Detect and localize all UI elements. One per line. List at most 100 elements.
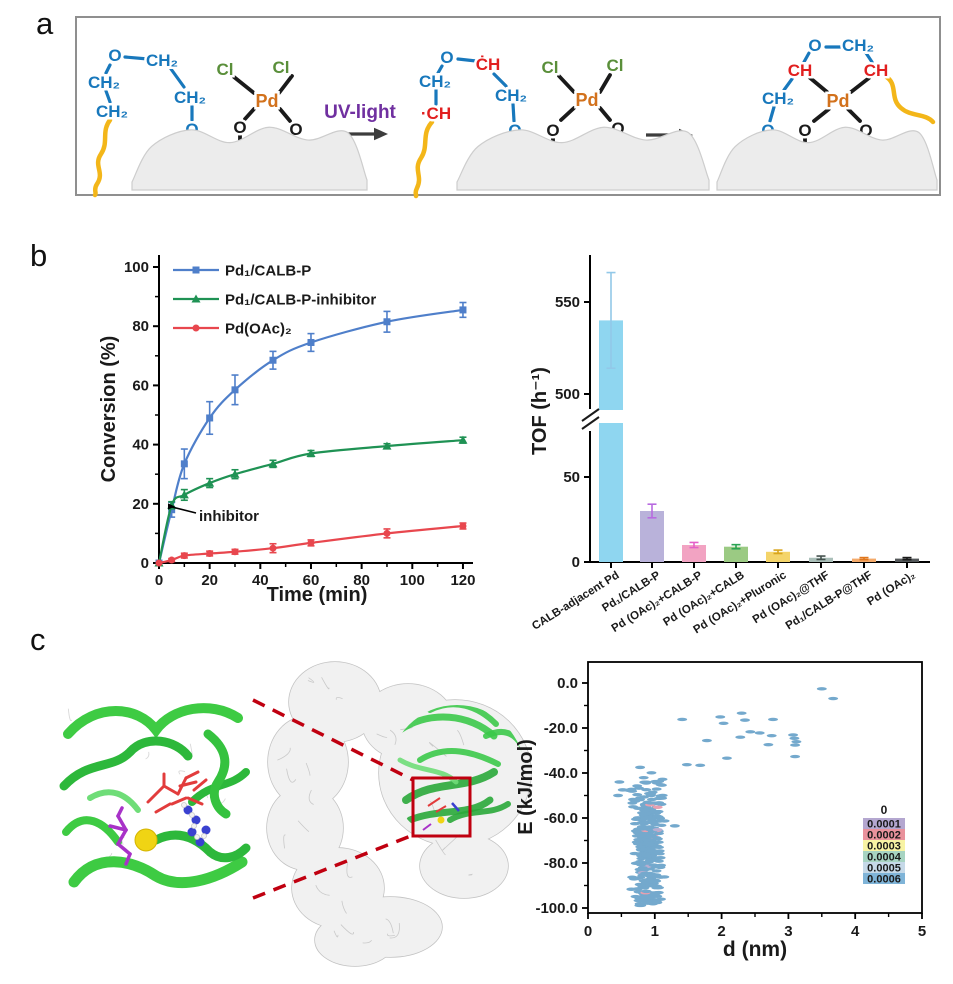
x-tick-label: 1: [651, 923, 659, 940]
bar: [682, 545, 706, 562]
legend-swatch: [863, 873, 905, 884]
bond: [243, 107, 256, 121]
x-tick-label: 4: [851, 923, 860, 940]
atom-label: CH₂: [146, 51, 178, 70]
data-point: [459, 306, 467, 314]
annotation-text: inhibitor: [199, 508, 259, 525]
legend-entry-label: 0.0004: [867, 852, 902, 864]
series-Pd(OAc)₂: [155, 522, 467, 567]
legend-entry-label: 0.0003: [867, 841, 901, 853]
atom-label: ·CH: [421, 104, 451, 123]
atom-label: CH₂: [419, 72, 451, 91]
y-tick-label: 80: [132, 318, 149, 335]
enzyme-surface: [716, 126, 938, 191]
atom-label: CH₂: [762, 89, 794, 108]
legend-swatch: [863, 851, 905, 862]
legend-swatch: [863, 818, 905, 829]
legend-entry-label: 0.0001: [867, 819, 901, 831]
bond: [232, 75, 256, 95]
bar: [766, 551, 790, 562]
bond: [807, 75, 829, 94]
y-tick-label: -100.0: [535, 900, 578, 917]
atom-label: CH₂: [174, 88, 206, 107]
x-tick-label: 0: [155, 572, 163, 589]
x-tick-label: 0: [584, 923, 592, 940]
bond: [104, 63, 112, 75]
data-point: [268, 459, 278, 468]
x-tick-label: 40: [252, 572, 269, 589]
data-point: [306, 448, 316, 457]
bond: [277, 74, 294, 95]
atom-label: Pd: [255, 91, 278, 111]
atom-label: CH: [864, 61, 889, 80]
y-tick-label: 60: [132, 377, 149, 394]
y-tick-label: 50: [563, 469, 580, 486]
bond: [802, 51, 811, 64]
atom-label: CH: [788, 61, 813, 80]
panel-a-label: a: [36, 6, 54, 41]
legend-entry-label: 0.0005: [867, 863, 901, 875]
axes: 0 50 500 550 TOF (h⁻¹): [529, 255, 930, 571]
data-point: [458, 435, 468, 444]
category-label: Pd (OAc)₂: [865, 569, 917, 608]
residue-sticks: [108, 806, 132, 866]
y-axis-title: E (kJ/mol): [515, 739, 537, 835]
enzyme-surface: [456, 126, 710, 191]
legend-title: 0: [881, 803, 888, 817]
zoom-connector-line: [252, 698, 414, 782]
legend-entry-label: 0.0006: [867, 874, 901, 886]
bond: [864, 51, 874, 64]
legend-label: Pd₁/CALB-P-inhibitor: [225, 292, 376, 309]
atom-label: Pd: [826, 91, 849, 111]
bond: [104, 89, 112, 104]
data-point: [231, 386, 239, 394]
bond: [768, 105, 776, 123]
atom-label: O: [546, 121, 559, 140]
x-tick-label: 5: [918, 923, 926, 940]
atom-label: O: [233, 118, 246, 137]
bond: [169, 67, 186, 89]
axes: 0 20 40 60 80 100 120 0 20 40 60 80 100 Time (min) Con…: [98, 255, 475, 606]
data-point: [168, 556, 176, 564]
atom-label: O: [108, 46, 121, 65]
bond: [511, 102, 516, 123]
data-point: [205, 478, 215, 487]
panel-b-label: b: [30, 238, 48, 273]
bond: [812, 107, 831, 123]
bond: [598, 73, 612, 94]
conversion-line-chart: 0 20 40 60 80 100 120 0 20 40 60 80 100 Time (min) Con…: [98, 255, 475, 606]
bar: [724, 546, 748, 562]
atom-label: CH₂: [96, 102, 128, 121]
zoom-connector-line: [252, 833, 414, 900]
bond: [559, 106, 576, 122]
bond: [456, 57, 478, 63]
bond: [782, 77, 794, 92]
atom-label: Cl: [542, 58, 559, 77]
bond: [849, 76, 871, 94]
ligand-ball-stick: [181, 802, 211, 847]
bond: [123, 55, 150, 61]
energy-distance-scatter-chart: 0 1 2 3 4 5 0.0 -20.0 -40.0 -60.0 -80.0 -100.0 d (nm…: [515, 661, 926, 961]
reaction-scheme-panel: OCH₂CH₂CH₂CH₂OClClPdOOOĊHCH₂·CHCH₂OClClP…: [75, 16, 941, 199]
bond: [846, 107, 862, 123]
scatter-points: [613, 687, 839, 908]
y-tick-label: 0: [572, 554, 580, 571]
series-Pd₁/CALB-P: [155, 301, 467, 567]
enzyme-surface: [131, 126, 368, 191]
data-point: [180, 460, 188, 468]
data-point: [307, 539, 315, 547]
data-point: [269, 356, 277, 364]
y-tick-label: 500: [555, 386, 580, 403]
bar: [640, 511, 664, 562]
bond: [278, 107, 292, 123]
atom-label: Cl: [607, 56, 624, 75]
data-point: [230, 469, 240, 478]
protein-polymer-surface-image: [252, 661, 532, 967]
legend-label: Pd₁/CALB-P: [225, 263, 311, 280]
atom-label: Cl: [273, 58, 290, 77]
atom-label: CH₂: [495, 86, 527, 105]
y-axis-title: TOF (h⁻¹): [529, 367, 551, 455]
x-tick-label: 60: [303, 572, 320, 589]
